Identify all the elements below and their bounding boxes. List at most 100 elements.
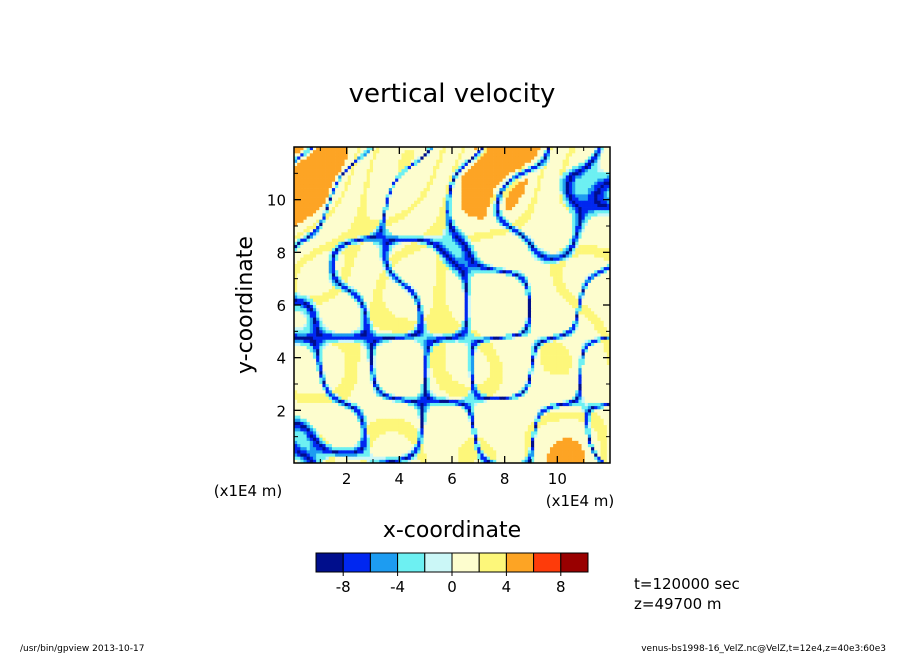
heatmap-cell — [366, 238, 371, 243]
heatmap-cell — [398, 276, 402, 281]
heatmap-cell — [467, 219, 472, 224]
heatmap-cell — [414, 254, 418, 258]
heatmap-cell — [363, 210, 368, 214]
heatmap-cell — [546, 238, 551, 243]
heatmap-cell — [543, 191, 548, 195]
heatmap-cell — [385, 219, 390, 224]
heatmap-cell — [376, 282, 380, 287]
heatmap-cell — [562, 172, 567, 176]
heatmap-cell — [366, 175, 371, 179]
heatmap-cell — [581, 169, 586, 173]
heatmap-cell — [575, 153, 579, 157]
heatmap-cell — [442, 165, 447, 170]
heatmap-cell — [606, 178, 610, 183]
heatmap-cell — [423, 292, 428, 296]
heatmap-cell — [527, 279, 532, 284]
heatmap-cell — [303, 244, 307, 249]
heatmap-cell — [439, 295, 443, 300]
heatmap-cell — [591, 260, 595, 265]
heatmap-cell — [322, 150, 326, 154]
heatmap-cell — [489, 263, 494, 268]
heatmap-cell — [521, 238, 526, 243]
heatmap-cell — [486, 295, 491, 300]
heatmap-cell — [395, 298, 399, 303]
heatmap-cell — [565, 222, 570, 227]
heatmap-cell — [499, 200, 503, 205]
heatmap-cell — [483, 147, 488, 151]
heatmap-cell — [546, 251, 551, 255]
heatmap-cell — [603, 254, 608, 258]
heatmap-cell — [587, 273, 592, 277]
heatmap-cell — [360, 210, 364, 214]
heatmap-cell — [489, 226, 494, 230]
heatmap-cell — [508, 175, 513, 179]
heatmap-cell — [417, 188, 421, 192]
heatmap-cell — [433, 298, 437, 303]
heatmap-cell — [331, 241, 336, 246]
heatmap-cell — [300, 254, 304, 258]
heatmap-cell — [452, 251, 456, 255]
heatmap-cell — [559, 181, 563, 186]
heatmap-cell — [363, 181, 368, 186]
heatmap-cell — [360, 203, 364, 208]
heatmap-cell — [524, 181, 529, 186]
heatmap-cell — [331, 235, 336, 239]
heatmap-cell — [502, 263, 507, 268]
heatmap-cell — [417, 273, 421, 277]
heatmap-cell — [534, 238, 538, 243]
heatmap-cell — [499, 292, 503, 296]
heatmap-cell — [562, 169, 567, 173]
heatmap-cell — [391, 184, 396, 189]
heatmap-cell — [319, 232, 323, 236]
heatmap-cell — [369, 282, 374, 287]
heatmap-cell — [322, 232, 326, 236]
heatmap-cell — [429, 241, 434, 246]
heatmap-cell — [537, 248, 541, 252]
heatmap-cell — [294, 241, 298, 246]
heatmap-cell — [568, 276, 573, 281]
heatmap-cell — [518, 147, 522, 151]
heatmap-cell — [423, 181, 428, 186]
heatmap-cell — [385, 178, 390, 183]
heatmap-cell — [331, 248, 336, 252]
heatmap-cell — [597, 162, 601, 167]
heatmap-cell — [369, 232, 374, 236]
heatmap-cell — [388, 213, 393, 217]
heatmap-cell — [537, 216, 541, 221]
heatmap-cell — [452, 292, 456, 296]
heatmap-cell — [556, 165, 560, 170]
heatmap-cell — [502, 226, 507, 230]
heatmap-cell — [556, 213, 560, 217]
heatmap-cell — [306, 279, 311, 284]
heatmap-cell — [534, 263, 538, 268]
heatmap-cell — [572, 150, 576, 154]
heatmap-cell — [309, 241, 314, 246]
heatmap-cell — [417, 178, 421, 183]
heatmap-cell — [306, 188, 311, 192]
heatmap-cell — [600, 238, 605, 243]
heatmap-cell — [376, 197, 380, 202]
heatmap-cell — [316, 301, 320, 306]
heatmap-cell — [575, 222, 579, 227]
heatmap-cell — [363, 235, 368, 239]
heatmap-cell — [600, 267, 605, 271]
heatmap-cell — [458, 150, 462, 154]
heatmap-cell — [426, 188, 431, 192]
heatmap-cell — [294, 147, 298, 151]
heatmap-cell — [354, 235, 358, 239]
heatmap-cell — [568, 235, 573, 239]
heatmap-cell — [417, 279, 421, 284]
heatmap-cell — [309, 263, 314, 268]
heatmap-cell — [553, 162, 557, 167]
heatmap-cell — [521, 263, 526, 268]
heatmap-cell — [565, 169, 570, 173]
heatmap-cell — [420, 222, 424, 227]
heatmap-cell — [597, 298, 601, 303]
heatmap-cell — [414, 244, 418, 249]
heatmap-cell — [521, 301, 526, 306]
heatmap-cell — [594, 241, 598, 246]
heatmap-cell — [572, 267, 576, 271]
heatmap-cell — [540, 267, 544, 271]
heatmap-cell — [464, 273, 469, 277]
heatmap-cell — [512, 219, 516, 224]
